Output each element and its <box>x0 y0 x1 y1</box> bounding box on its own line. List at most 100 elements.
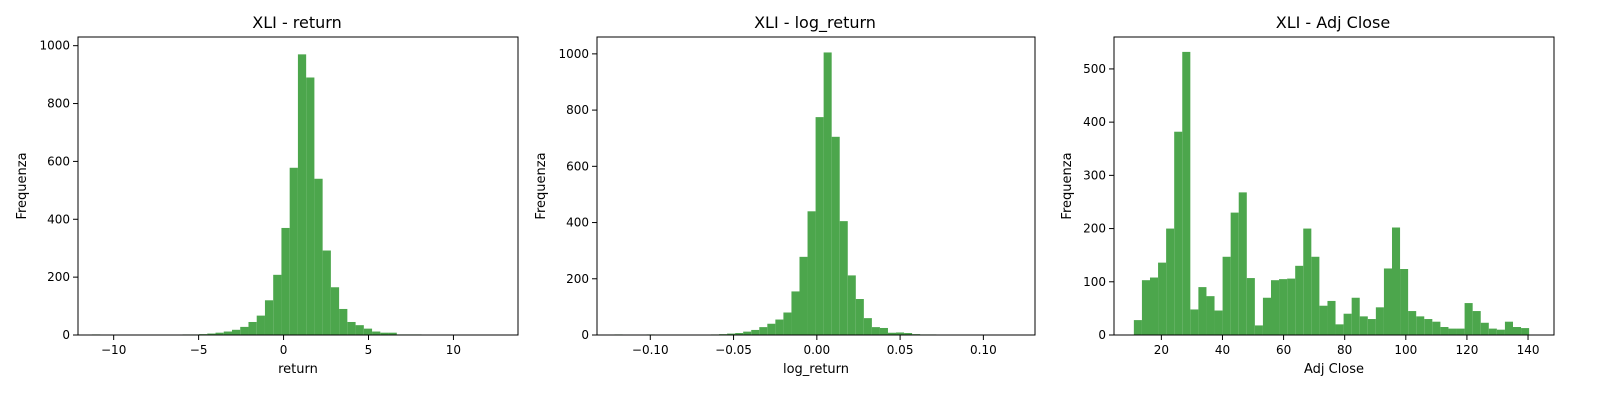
histogram-bar <box>1383 268 1392 335</box>
histogram-bar <box>879 327 888 335</box>
y-tick-label: 1000 <box>39 39 70 53</box>
histogram-bar <box>256 315 265 335</box>
axes-frame <box>77 36 519 336</box>
histogram-bar <box>727 333 736 335</box>
histogram-bar <box>1440 327 1449 335</box>
histogram-bar <box>1464 303 1473 335</box>
histogram-bar <box>831 136 840 335</box>
histogram-bar <box>743 331 752 335</box>
y-tick-label: 0 <box>62 328 70 342</box>
histogram-bar <box>1504 321 1513 335</box>
histogram-bar <box>1141 280 1150 335</box>
chart-title: XLI - return <box>252 13 341 32</box>
x-tick-label: 120 <box>1455 343 1478 357</box>
histogram-bar <box>1319 305 1328 335</box>
chart-panel-2: XLI - log_return log_return Frequenza −0… <box>534 13 1036 377</box>
histogram-bar <box>863 318 872 335</box>
y-tick-label: 200 <box>47 270 70 284</box>
x-tick-label: 0.05 <box>887 343 914 357</box>
histogram-bar <box>1448 328 1457 335</box>
histogram-bar <box>388 332 397 335</box>
histogram-bar <box>1166 228 1175 335</box>
histogram-bar <box>264 300 274 335</box>
histogram-bar <box>839 221 848 335</box>
histogram-bar <box>1287 278 1296 335</box>
histogram-bar <box>314 178 323 335</box>
y-tick-label: 100 <box>1083 275 1106 289</box>
histogram-bar <box>355 325 364 335</box>
histogram-bar <box>232 329 241 335</box>
histogram-bar <box>783 312 792 335</box>
histogram-bar <box>322 250 331 335</box>
histogram-bar <box>904 333 913 335</box>
x-tick-label: 40 <box>1215 343 1230 357</box>
chart-title: XLI - log_return <box>754 13 876 33</box>
y-tick-label: 200 <box>1083 222 1106 236</box>
histogram-bar <box>339 308 348 335</box>
histogram-bar <box>1158 262 1167 335</box>
histogram-bar <box>1262 297 1271 335</box>
histogram-bar <box>1488 328 1497 335</box>
histogram-bar <box>1174 131 1183 335</box>
histogram-bar <box>372 331 381 335</box>
x-tick-label: 60 <box>1276 343 1291 357</box>
histogram-bar <box>1391 227 1401 335</box>
histogram-bar <box>1408 311 1417 335</box>
x-tick-label: 0.00 <box>803 343 830 357</box>
x-tick-label: −5 <box>190 343 208 357</box>
y-tick-label: 400 <box>47 212 70 226</box>
histogram-bar <box>1351 297 1360 335</box>
x-tick-label: −0.05 <box>715 343 752 357</box>
histogram-bar <box>289 167 298 335</box>
histogram-bar <box>297 54 307 335</box>
chart-panel-1: XLI - return return Frequenza −10 −5 0 5 100… <box>15 13 519 377</box>
histogram-bar <box>1206 296 1215 335</box>
histogram-bar <box>1367 319 1376 335</box>
axes-frame <box>596 36 1036 336</box>
histogram-bar <box>751 329 760 335</box>
histogram-bar <box>1230 212 1239 335</box>
histogram-bar <box>799 256 808 335</box>
histogram-bar <box>215 332 224 335</box>
histogram-bar <box>855 299 864 335</box>
histogram-bar <box>223 331 232 335</box>
histogram-bar <box>1400 269 1409 335</box>
y-tick-label: 200 <box>566 272 589 286</box>
y-tick-label: 0 <box>581 328 589 342</box>
y-axis-label: Frequenza <box>1060 152 1075 219</box>
histogram-bar <box>1496 329 1505 335</box>
x-axis-label: log_return <box>783 362 849 377</box>
histogram-bar <box>363 328 373 335</box>
histogram-bar <box>1521 328 1530 335</box>
histogram-bar <box>735 333 744 335</box>
histogram-bar <box>1238 192 1247 335</box>
histogram-bar <box>775 319 784 335</box>
histogram-bar <box>207 333 216 335</box>
histogram-bar <box>1456 328 1465 335</box>
y-axis-label: Frequenza <box>534 152 549 219</box>
y-tick-label: 600 <box>566 159 589 173</box>
histogram-bar <box>896 332 905 335</box>
histogram-bar <box>1149 277 1159 335</box>
histogram-bar <box>1182 51 1191 336</box>
histogram-bar <box>791 291 800 335</box>
x-axis-label: Adj Close <box>1304 362 1364 377</box>
histogram-bar <box>330 287 340 335</box>
histogram-bar <box>1432 321 1441 335</box>
x-tick-label: −0.10 <box>632 343 669 357</box>
histogram-bar <box>347 321 356 335</box>
x-tick-label: 10 <box>446 343 461 357</box>
histogram-bar <box>1335 324 1344 335</box>
histogram-bar <box>1311 256 1320 335</box>
chart-title: XLI - Adj Close <box>1276 13 1390 32</box>
histogram-bar <box>887 332 897 335</box>
histogram-bar <box>823 52 832 335</box>
histogram-bar <box>1303 228 1312 335</box>
histogram-bar <box>1133 320 1142 335</box>
x-tick-label: 140 <box>1517 343 1540 357</box>
histogram-bar <box>1359 316 1368 335</box>
histogram-bar <box>871 327 880 335</box>
histogram-bar <box>1375 307 1384 335</box>
histogram-bar <box>1295 265 1304 335</box>
